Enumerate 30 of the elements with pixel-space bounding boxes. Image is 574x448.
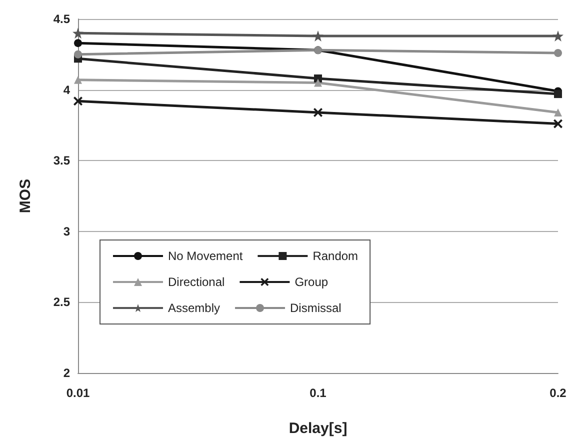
point (552, 30, 564, 42)
point (74, 96, 82, 106)
y-tick-label: 4 (63, 82, 70, 97)
y-tick-label: 2.5 (53, 295, 70, 310)
legend-label: No Movement (168, 249, 244, 263)
point (554, 90, 562, 98)
point (74, 76, 82, 84)
point (312, 30, 324, 42)
legend-label: Directional (168, 275, 225, 289)
x-tick-label: 0.2 (550, 386, 567, 400)
y-tick-label: 3.5 (53, 154, 70, 168)
x-tick-label: 0.1 (310, 386, 327, 400)
point (554, 108, 562, 116)
y-tick-label: 4.5 (53, 12, 70, 26)
legend-label: Random (312, 249, 358, 263)
point (74, 50, 82, 58)
point (314, 108, 322, 117)
legend-label: Group (294, 275, 328, 289)
y-axis-title: MOS (17, 178, 34, 214)
point (554, 119, 562, 128)
legend-label: Dismissal (290, 301, 342, 315)
point (72, 28, 84, 39)
x-tick-label: 0.01 (66, 386, 90, 400)
point (314, 78, 322, 87)
point (74, 39, 82, 48)
y-tick-label: 2 (63, 366, 70, 380)
legend-label: Assembly (168, 301, 220, 315)
point (554, 48, 562, 57)
x-axis-title: Delay[s] (288, 420, 348, 437)
y-tick-label: 3 (63, 224, 70, 238)
